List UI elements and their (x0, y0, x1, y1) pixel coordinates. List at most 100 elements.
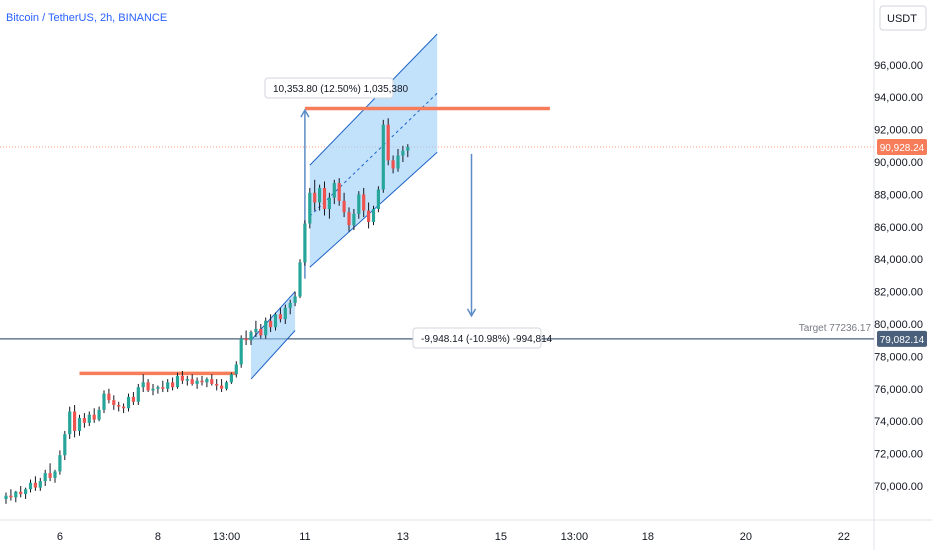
candle-body (367, 210, 371, 222)
candle-body (33, 482, 37, 488)
candle-body (273, 314, 278, 328)
candle (376, 186, 380, 213)
channel-lower-lower-flag (250, 330, 296, 380)
candle-body (288, 302, 292, 308)
candle (200, 375, 204, 386)
channel-main-channel (309, 34, 438, 268)
candle-body (9, 495, 13, 498)
candle (342, 192, 346, 218)
candle (234, 361, 238, 378)
candle (308, 187, 312, 229)
candle-body (107, 393, 111, 401)
candle (63, 430, 67, 461)
candle (269, 314, 273, 333)
candle-body (97, 409, 101, 420)
candle-body (269, 320, 273, 328)
candle-body (131, 396, 135, 402)
candle-body (151, 388, 155, 391)
time-axis: 6 8 13:00 11 13 15 13:00 18 20 22 (57, 531, 850, 543)
candle (406, 144, 410, 158)
candle-body (308, 192, 312, 224)
candle (77, 414, 82, 436)
candle-body (278, 314, 282, 320)
candle (14, 490, 18, 503)
candle-body (332, 183, 336, 198)
candle-body (254, 328, 258, 333)
candle (391, 155, 395, 174)
candle (401, 145, 405, 162)
candle (259, 324, 263, 339)
candle (4, 492, 8, 504)
candle-body (303, 223, 307, 263)
candle-body (215, 383, 219, 386)
candle-body (249, 332, 253, 341)
x-tick-label: 13 (397, 531, 409, 543)
candle (117, 401, 121, 412)
candles (4, 118, 410, 504)
candle (298, 259, 302, 299)
candle (229, 372, 233, 384)
candle-body (244, 338, 248, 341)
candle (73, 405, 77, 438)
x-tick-label: 20 (740, 531, 752, 543)
candle (205, 377, 209, 388)
x-tick-label: 13:00 (213, 531, 241, 543)
y-tick-label: 84,000.00 (874, 254, 923, 266)
y-tick-label: 94,000.00 (874, 92, 923, 104)
candle-body (352, 213, 356, 226)
candle-body (318, 187, 322, 203)
y-tick-label: 78,000.00 (874, 351, 923, 363)
candle-body (264, 320, 268, 336)
candle (249, 330, 253, 346)
candle (244, 330, 248, 346)
candle (38, 477, 42, 491)
candle-body (357, 194, 361, 214)
candle (332, 179, 336, 205)
candle (107, 388, 111, 404)
candle (131, 392, 135, 405)
candle-body (200, 380, 204, 383)
candle (24, 487, 28, 499)
candle (166, 379, 170, 393)
candle-body (401, 150, 405, 156)
candle (19, 486, 23, 498)
candle (175, 372, 180, 389)
candle-body (43, 473, 47, 482)
candle-body (126, 396, 131, 409)
candle-body (175, 375, 180, 388)
candle-body (161, 387, 165, 389)
candle (92, 408, 96, 423)
x-tick-label: 6 (57, 531, 63, 543)
candle (97, 406, 101, 422)
measure-arrow-down-move (466, 308, 477, 318)
candle (239, 335, 243, 368)
candle (102, 390, 106, 414)
candle-body (14, 491, 18, 498)
measure-label-down-move: -9,948.14 (-10.98%) -994,814 (421, 334, 553, 345)
measure-arrow-up-move (300, 108, 310, 118)
candle (190, 374, 194, 386)
candle-body (195, 380, 199, 384)
candle-body (234, 364, 238, 375)
candle (357, 191, 361, 219)
y-tick-label: 82,000.00 (874, 287, 923, 299)
candle (215, 379, 219, 391)
y-tick-label: 90,000.00 (874, 157, 923, 169)
channel-lower-flag (251, 291, 296, 380)
candle (156, 385, 160, 394)
y-tick-label: 74,000.00 (874, 416, 923, 428)
candle (146, 379, 150, 393)
candle (386, 118, 390, 166)
candle (313, 179, 317, 211)
y-tick-label: 70,000.00 (874, 481, 923, 493)
target-price-tag-bg (877, 330, 927, 347)
currency-button-label: USDT (887, 13, 917, 25)
currency-button[interactable]: USDT (879, 5, 927, 31)
candle (371, 205, 376, 226)
candle (9, 489, 13, 501)
measure-label-box-down-move (412, 327, 542, 349)
candle-body (82, 417, 86, 423)
candle-body (48, 473, 52, 478)
candle (33, 476, 37, 491)
